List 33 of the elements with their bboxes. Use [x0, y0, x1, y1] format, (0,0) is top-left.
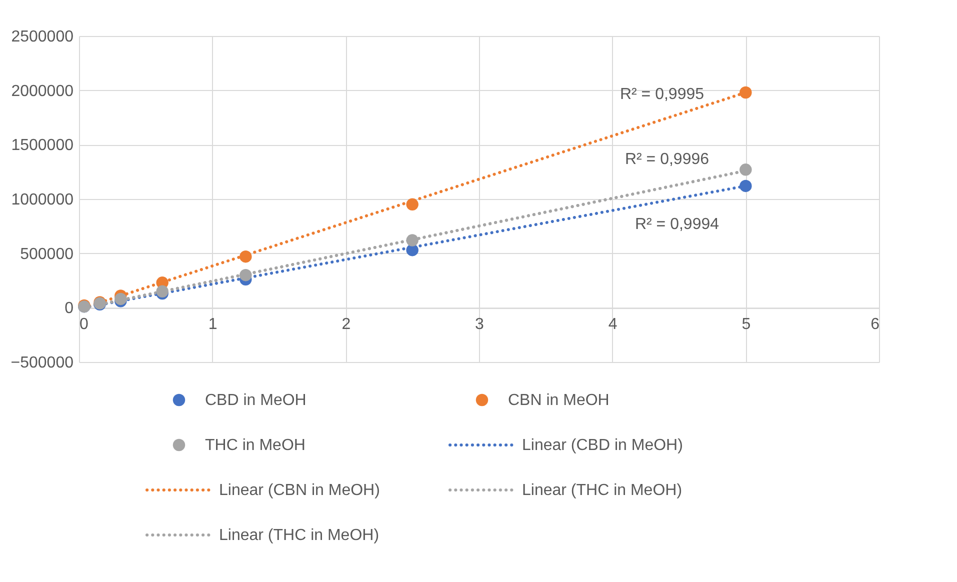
point: [240, 250, 252, 263]
point: [114, 292, 127, 306]
x-tick-label: 3: [475, 316, 484, 334]
legend-label: Linear (THC in MeOH): [219, 527, 380, 544]
legend-label: Linear (CBN in MeOH): [219, 482, 380, 499]
point: [156, 285, 168, 298]
y-tick-label: 1500000: [11, 137, 74, 154]
legend-label: THC in MeOH: [205, 437, 306, 454]
point: [240, 268, 252, 282]
y-tick-label: 0: [64, 300, 74, 318]
annotation: R² = 0,9994: [634, 216, 720, 233]
point: [740, 180, 752, 192]
x-tick-label: 6: [870, 316, 880, 334]
y-tick-label: 500000: [20, 246, 74, 263]
point: [740, 86, 752, 99]
x-tick-label: 4: [608, 316, 618, 334]
x-tick-label: 5: [742, 316, 751, 334]
legend-label: Linear (CBD in MeOH): [522, 437, 683, 454]
legend-label: CBD in MeOH: [205, 392, 306, 409]
point: [740, 164, 752, 176]
annotation: R² = 0,9996: [624, 151, 710, 168]
point: [406, 234, 418, 246]
y-tick-label: 1000000: [11, 192, 74, 208]
x-tick-label: 0: [80, 316, 88, 334]
annotation: R² = 0,9995: [620, 86, 704, 103]
y-tick-label: 2500000: [11, 28, 74, 46]
x-tick-label: 1: [208, 316, 218, 334]
legend-label: Linear (THC in MeOH): [522, 482, 682, 499]
y-tick-label: 2000000: [11, 82, 74, 100]
y-tick-label: −500000: [10, 354, 74, 372]
point: [406, 198, 418, 211]
x-tick-label: 2: [342, 316, 351, 334]
legend-label: CBN in MeOH: [508, 392, 610, 409]
